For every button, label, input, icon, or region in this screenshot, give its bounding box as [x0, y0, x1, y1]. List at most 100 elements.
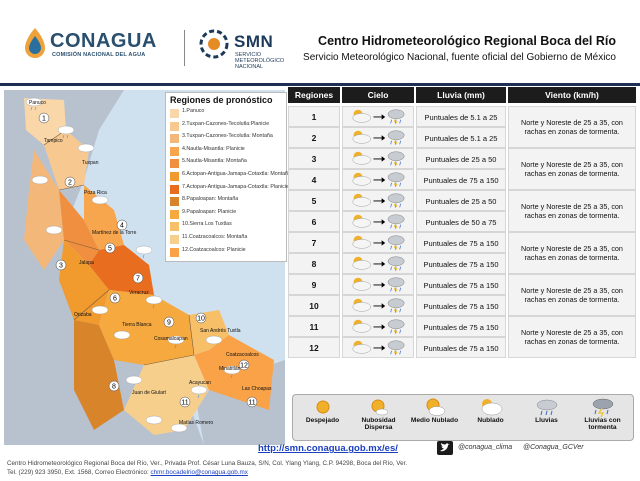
legend-item: 12.Coatzacoalcos: Planicie — [170, 246, 282, 258]
legend-label: 1.Panuco — [182, 108, 205, 114]
svg-text:4: 4 — [120, 223, 124, 230]
svg-text:10: 10 — [197, 316, 205, 323]
rain-value: Puntuales de 75 a 150 — [416, 232, 506, 253]
svg-text:12: 12 — [240, 363, 248, 370]
region-number: 5 — [288, 190, 340, 211]
twitter-icon[interactable] — [437, 441, 453, 455]
smn-logo-icon — [199, 29, 229, 59]
rain-value: Puntuales de 75 a 150 — [416, 295, 506, 316]
sky-cell — [342, 190, 414, 211]
sky-cell — [342, 274, 414, 295]
rain-value: Puntuales de 50 a 75 — [416, 211, 506, 232]
place-label: Tampico — [44, 138, 63, 144]
legend-swatch — [170, 134, 179, 144]
table-row: 2 Puntuales de 5.1 a 25 — [288, 127, 506, 148]
sky-cell — [342, 232, 414, 253]
sky-cell — [342, 316, 414, 337]
table-row: 4 Puntuales de 75 a 150 — [288, 169, 506, 190]
footer-contact-prefix: Tel. (229) 923 3950, Ext. 1568, Correo E… — [7, 469, 149, 476]
rain-value: Puntuales de 5.1 a 25 — [416, 106, 506, 127]
legend-label: 6.Actopan-Antigua-Jamapa-Cotaxtla: Monta… — [182, 171, 291, 177]
logo-separator — [184, 30, 185, 66]
sky-legend-label: Lluvias — [535, 417, 558, 424]
place-label: Cosamaloapan — [154, 336, 188, 342]
region-6-shape — [59, 240, 109, 325]
place-label: Minatitlán — [219, 366, 241, 372]
page-header: CONAGUA COMISIÓN NACIONAL DEL AGUA SMN S… — [0, 0, 640, 84]
legend-item: 4.Nautla-Misantla: Planicie — [170, 145, 282, 157]
rain-value: Puntuales de 75 a 150 — [416, 316, 506, 337]
legend-item: 6.Actopan-Antigua-Jamapa-Cotaxtla: Monta… — [170, 170, 291, 182]
sky-trend-icon — [352, 319, 405, 335]
svg-text:9: 9 — [167, 320, 171, 327]
sky-legend-item: Lluvias con tormenta — [575, 397, 630, 437]
website-link[interactable]: http://smn.conagua.gob.mx/es/ — [258, 443, 398, 454]
svg-text:2: 2 — [68, 180, 72, 187]
legend-item: 9.Papaloapan: Planicie — [170, 208, 282, 220]
legend-item: 1.Panuco — [170, 107, 282, 119]
wind-value: Norte y Noreste de 25 a 35, con rachas e… — [508, 190, 636, 232]
wind-value: Norte y Noreste de 25 a 35, con rachas e… — [508, 316, 636, 358]
region-9-shape — [99, 290, 194, 365]
region-number: 6 — [288, 211, 340, 232]
legend-item: 5.Nautla-Misantla: Montaña — [170, 157, 282, 169]
legend-label: 5.Nautla-Misantla: Montaña — [182, 158, 247, 165]
region-number: 8 — [288, 253, 340, 274]
region-number: 9 — [288, 274, 340, 295]
region-number: 2 — [288, 127, 340, 148]
twitter-handle-gcver[interactable]: @Conagua_GCVer — [523, 444, 584, 451]
footer-contact: Tel. (229) 923 3950, Ext. 1568, Correo E… — [7, 469, 248, 476]
svg-text:7: 7 — [136, 276, 140, 283]
svg-text:3: 3 — [59, 263, 63, 270]
sky-trend-icon — [352, 151, 405, 167]
sky-legend-item: Nublado — [463, 397, 518, 437]
sky-cell — [342, 127, 414, 148]
svg-text:8: 8 — [112, 384, 116, 391]
header-divider — [0, 83, 640, 86]
place-label: Panuco — [29, 100, 46, 106]
region-8-shape — [74, 320, 124, 430]
legend-label: 9.Papaloapan: Planicie — [182, 208, 237, 215]
legend-swatch — [170, 235, 179, 244]
sky-legend-item: Despejado — [295, 397, 350, 437]
table-row: 6 Puntuales de 50 a 75 — [288, 211, 506, 232]
place-label: Poza Rica — [84, 190, 107, 196]
smn-sub-line-2: METEOROLÓGICO — [235, 58, 285, 64]
legend-swatch — [170, 184, 179, 194]
rain-value: Puntuales de 5.1 a 25 — [416, 127, 506, 148]
legend-swatch — [170, 197, 179, 207]
footer-address: Centro Hidrometeorológico Regional Boca … — [7, 460, 408, 467]
rain-value: Puntuales de 75 a 150 — [416, 169, 506, 190]
legend-swatch — [170, 159, 179, 169]
sun-small-cloud-icon — [371, 399, 388, 416]
sky-trend-icon — [352, 214, 405, 230]
twitter-handle-clima[interactable]: @conagua_clima — [458, 444, 513, 451]
legend-label: 3.Tuxpan-Cazones-Tecolutla: Montaña — [182, 133, 273, 140]
cloud-sun-behind-icon — [481, 399, 502, 416]
region-11-shape — [124, 355, 209, 435]
sky-legend-item: Lluvias — [519, 397, 574, 437]
sky-legend-label: Despejado — [305, 417, 340, 424]
place-label: Las Choapas — [242, 386, 272, 392]
legend-item: 3.Tuxpan-Cazones-Tecolutla: Montaña — [170, 132, 282, 144]
region-map-svg: 1 2 3 4 5 6 7 8 9 10 12 11 11 — [4, 90, 285, 445]
header-regiones: Regiones — [288, 87, 340, 103]
sky-trend-icon — [352, 340, 405, 356]
place-label: Coatzacoalcos — [226, 352, 259, 358]
sky-legend-label: Nublado — [477, 417, 504, 424]
table-row: 8 Puntuales de 75 a 150 — [288, 253, 506, 274]
sky-cell — [342, 295, 414, 316]
conagua-logo-icon — [25, 28, 45, 58]
legend-item: 2.Tuxpan-Cazones-Tecolutla:Planicie — [170, 120, 282, 132]
footer-email-link[interactable]: chmr.bocadelrio@conagua.gob.mx — [150, 469, 248, 476]
table-row: 5 Puntuales de 25 a 50 — [288, 190, 506, 211]
svg-text:11: 11 — [181, 400, 188, 407]
region-number: 3 — [288, 148, 340, 169]
sun-cloud-icon — [426, 398, 445, 416]
table-row: 10 Puntuales de 75 a 150 — [288, 295, 506, 316]
smn-name: SMN — [234, 32, 274, 51]
conagua-name: CONAGUA — [50, 30, 157, 52]
svg-text:1: 1 — [42, 116, 46, 123]
region-number: 4 — [288, 169, 340, 190]
sky-trend-icon — [352, 256, 405, 272]
